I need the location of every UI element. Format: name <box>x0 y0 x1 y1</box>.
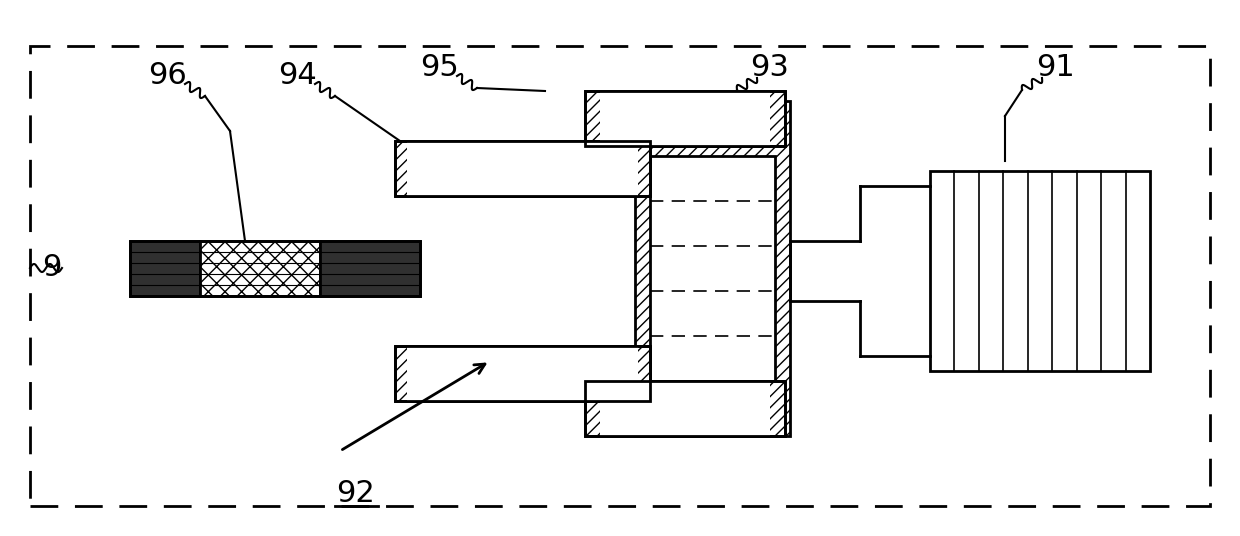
Text: 9: 9 <box>42 254 62 282</box>
Bar <box>200 241 320 296</box>
Bar <box>600 381 770 436</box>
Bar <box>396 141 650 196</box>
Bar <box>635 101 790 436</box>
Bar <box>930 171 1149 371</box>
Bar <box>396 346 650 401</box>
Bar <box>600 91 770 146</box>
Text: 92: 92 <box>336 480 374 509</box>
Bar <box>585 91 785 146</box>
Bar <box>130 241 420 296</box>
Bar <box>320 241 420 296</box>
Text: 96: 96 <box>149 62 187 91</box>
Bar <box>585 381 785 436</box>
Bar <box>396 141 650 196</box>
Bar <box>396 346 650 401</box>
Text: 93: 93 <box>750 54 790 83</box>
Text: 94: 94 <box>279 62 317 91</box>
Bar <box>585 91 785 146</box>
Bar <box>650 156 775 381</box>
Bar <box>407 141 639 196</box>
Text: 91: 91 <box>1035 54 1074 83</box>
Bar <box>130 241 200 296</box>
Bar <box>30 46 1210 506</box>
Text: 95: 95 <box>420 54 459 83</box>
Bar <box>407 346 639 401</box>
Bar <box>585 381 785 436</box>
